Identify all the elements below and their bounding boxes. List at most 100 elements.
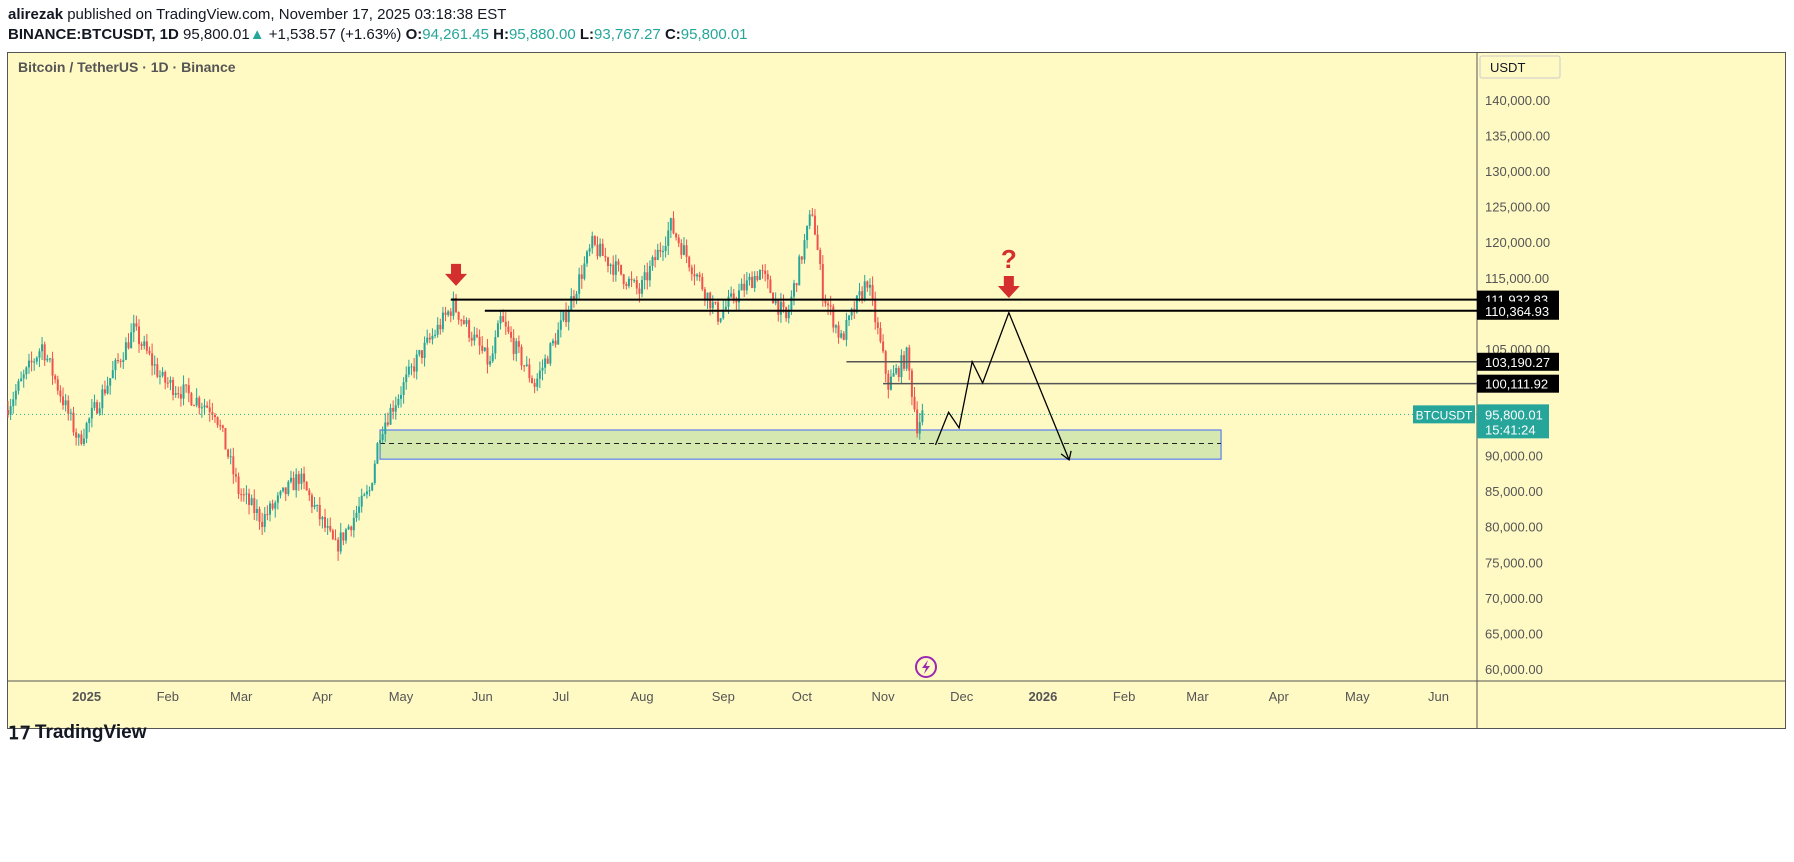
candle-body: [7, 410, 9, 415]
candle-body: [664, 245, 667, 252]
candle-body: [641, 279, 644, 294]
candle-body: [80, 434, 83, 444]
candle-body: [682, 245, 685, 255]
candle-body: [800, 256, 803, 260]
candle-body: [69, 412, 72, 414]
candle-body: [122, 359, 125, 362]
candle-body: [90, 407, 93, 419]
x-tick-label: Nov: [872, 689, 896, 704]
close-label: C:: [664, 26, 681, 43]
candle-body: [234, 474, 237, 477]
candle-body: [772, 292, 775, 304]
candle-body: [240, 493, 243, 495]
candle-body: [727, 296, 730, 307]
currency-label: USDT: [1490, 60, 1525, 75]
up-triangle-icon: ▲: [249, 26, 265, 43]
candle-body: [59, 390, 62, 397]
close-value: 95,800.01: [680, 26, 748, 43]
candle-body: [164, 371, 167, 383]
countdown: 15:41:24: [1485, 422, 1536, 437]
candle-body: [308, 490, 311, 496]
candle-body: [135, 323, 138, 327]
candle-body: [711, 302, 714, 309]
candle-body: [887, 373, 890, 390]
candle-body: [876, 322, 879, 329]
candle-body: [777, 299, 780, 315]
x-tick-label: Apr: [1269, 689, 1290, 704]
candle-body: [630, 278, 633, 281]
candle-body: [211, 412, 214, 416]
candle-body: [295, 474, 298, 491]
candle-body: [460, 319, 463, 321]
candle-body: [620, 264, 623, 275]
author: alirezak: [8, 6, 64, 23]
candle-body: [405, 374, 408, 383]
candle-body: [659, 249, 662, 252]
candle-body: [77, 434, 80, 438]
level-tag-label: 110,364.93: [1485, 304, 1549, 319]
candle-body: [140, 344, 143, 346]
candle-body: [494, 337, 497, 354]
candle-body: [17, 381, 20, 391]
candle-body: [190, 393, 193, 406]
candle-body: [151, 353, 154, 366]
candle-body: [475, 334, 478, 337]
candle-body: [562, 312, 565, 321]
candle-body: [502, 316, 505, 322]
x-tick-label: Aug: [630, 689, 653, 704]
candle-body: [203, 405, 206, 408]
candle-body: [381, 434, 384, 440]
y-tick-label: 125,000.00: [1485, 200, 1550, 215]
candle-body: [166, 382, 169, 384]
candle-body: [588, 248, 591, 252]
candle-body: [182, 384, 185, 399]
candle-body: [654, 257, 657, 261]
candle-body: [269, 503, 271, 515]
symbol-tag: [1413, 405, 1475, 424]
candle-body: [200, 407, 203, 409]
level-tag: [1477, 301, 1559, 320]
candle-body: [533, 382, 536, 387]
candle-body: [627, 278, 630, 287]
projection-arrowhead: [1060, 450, 1072, 461]
candle-body: [271, 503, 274, 509]
level-tag: [1477, 352, 1559, 371]
candle-body: [279, 491, 282, 496]
candle-body: [507, 326, 510, 332]
currency-button[interactable]: [1479, 55, 1561, 79]
candle-body: [473, 334, 476, 341]
candle-body: [326, 526, 329, 528]
candle-body: [313, 505, 316, 507]
question-mark: ?: [1001, 244, 1017, 274]
candle-body: [515, 341, 518, 354]
candle-body: [250, 498, 253, 505]
change: +1,538.57 (+1.63%): [268, 26, 402, 43]
candle-body: [554, 340, 557, 345]
candle-body: [572, 296, 575, 301]
candle-body: [858, 291, 861, 296]
candle-body: [93, 402, 96, 408]
candle-body: [897, 367, 900, 378]
candle-body: [766, 274, 769, 280]
candle-body: [787, 309, 790, 319]
candle-body: [455, 297, 458, 312]
candle-body: [648, 266, 651, 281]
candle-body: [227, 449, 230, 457]
candle-body: [117, 360, 120, 362]
candle-body: [819, 249, 822, 265]
high-value: 95,880.00: [508, 26, 576, 43]
candle-body: [237, 476, 240, 494]
candle-body: [43, 344, 46, 361]
candle-body: [525, 364, 528, 367]
candle-body: [253, 498, 256, 514]
candle-body: [551, 340, 554, 344]
candle-body: [368, 490, 371, 492]
candle-body: [342, 532, 345, 541]
candle-body: [586, 251, 589, 264]
candle-body: [193, 405, 196, 407]
candle-body: [114, 360, 117, 371]
candle-body: [263, 514, 266, 527]
candle-body: [565, 312, 568, 323]
candle-body: [756, 276, 759, 280]
